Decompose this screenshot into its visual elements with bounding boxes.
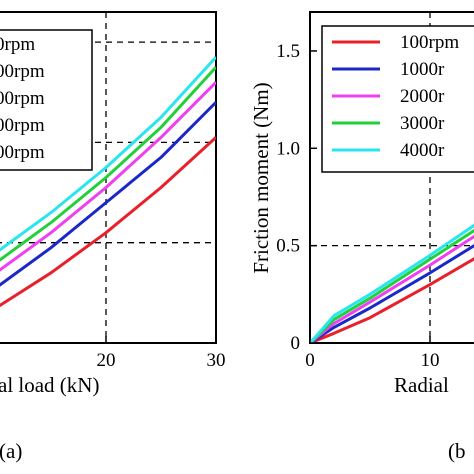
panel-b-series-line-1 (310, 244, 474, 343)
panel-b-ylabel: Friction moment (Nm) (249, 82, 273, 273)
panel-a-series-line-2 (0, 81, 216, 272)
panel-a-series-line-0 (0, 136, 216, 308)
panel-a-xlabel: al load (kN) (0, 373, 99, 397)
panel-b-legend-label-3: 3000r (400, 113, 445, 134)
panel-a-xtick-label-1: 30 (207, 350, 226, 371)
panel-b-xtick-label-1: 10 (421, 350, 440, 371)
panel-b: 0 10 0 0.5 1.0 1.5 100rpm 1000r 2000r 3000r 4000r… (249, 11, 474, 463)
panel-a-label: (a) (0, 439, 22, 463)
panel-a-series (0, 56, 216, 308)
panel-b-xtick-label-0: 0 (305, 350, 315, 371)
panel-a-series-line-1 (0, 101, 216, 287)
panel-b-ytick-label-2: 1.0 (276, 138, 300, 159)
panel-b-series-line-2 (310, 234, 474, 343)
panel-b-label: (b (448, 439, 466, 463)
panel-b-series-line-4 (310, 223, 474, 343)
panel-b-legend-label-2: 2000r (400, 86, 445, 107)
panel-b-series-line-3 (310, 228, 474, 343)
panel-a-legend-label-3: 00rpm (0, 115, 45, 136)
panel-b-xlabel: Radial (394, 373, 449, 397)
panel-b-frame (309, 11, 474, 344)
panel-a-legend-entries: 0rpm 00rpm 00rpm 00rpm 00rpm (0, 34, 45, 163)
panel-b-legend-label-1: 1000r (400, 59, 445, 80)
panel-b-legend (321, 25, 474, 173)
panel-b-series (310, 223, 474, 343)
panel-b-legend-entries: 100rpm 1000r 2000r 3000r 4000r (332, 32, 459, 161)
panel-b-series-line-0 (310, 257, 474, 343)
panel-b-legend-label-4: 4000r (400, 140, 445, 161)
panel-a-series-line-4 (0, 56, 216, 252)
panel-a-legend-label-0: 0rpm (0, 34, 35, 55)
panel-a-legend (0, 29, 93, 171)
panel-b-ytick-label-1: 0.5 (276, 236, 300, 257)
panel-a-xtick-label-0: 20 (97, 350, 116, 371)
panel-b-legend-label-0: 100rpm (400, 32, 459, 53)
panel-a-legend-label-2: 00rpm (0, 88, 45, 109)
panel-b-ytick-label-3: 1.5 (276, 41, 300, 62)
panel-b-ytick-label-0: 0 (291, 333, 301, 354)
panel-b-ticks: 0 10 0 0.5 1.0 1.5 (276, 41, 439, 371)
panel-a-legend-label-4: 00rpm (0, 142, 45, 163)
panel-a-legend-label-1: 00rpm (0, 61, 45, 82)
panel-a-ticks: 20 30 (97, 336, 226, 371)
panel-a-series-line-3 (0, 66, 216, 262)
